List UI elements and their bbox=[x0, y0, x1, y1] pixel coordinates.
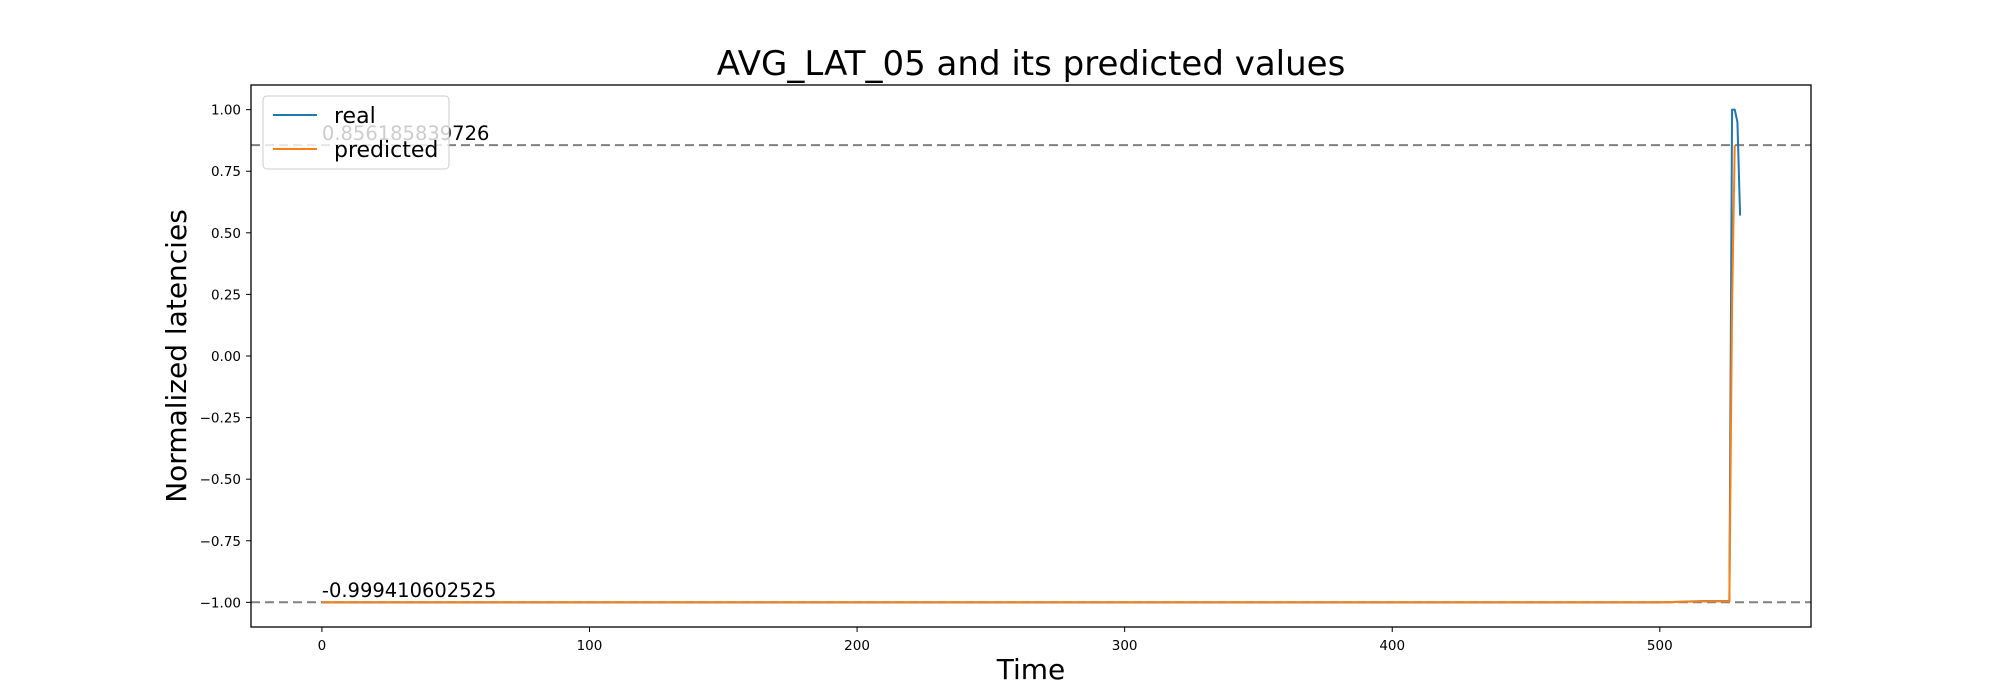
y-axis: 1.00 0.75 0.50 0.25 0.00 −0.25 −0.50 −0.75 −1.00 bbox=[200, 103, 251, 611]
y-tick-label: −0.75 bbox=[200, 534, 241, 550]
legend-label-predicted: predicted bbox=[334, 138, 438, 163]
reference-label-1: -0.999410602525 bbox=[322, 579, 497, 602]
y-tick-label: 0.25 bbox=[211, 287, 241, 303]
series-line-predicted bbox=[321, 145, 1736, 604]
y-tick-label: −0.25 bbox=[200, 411, 241, 427]
y-tick-label: −0.50 bbox=[200, 472, 241, 488]
legend-label-real: real bbox=[334, 104, 376, 129]
legend: real predicted bbox=[262, 95, 450, 170]
x-tick-label: 0 bbox=[318, 638, 327, 654]
x-tick-label: 400 bbox=[1379, 638, 1405, 654]
y-tick-label: 1.00 bbox=[211, 103, 241, 119]
y-tick-label: 0.75 bbox=[211, 164, 241, 180]
x-tick-label: 100 bbox=[577, 638, 603, 654]
chart-title: AVG_LAT_05 and its predicted values bbox=[717, 44, 1346, 84]
x-axis-label: Time bbox=[996, 653, 1066, 686]
x-tick-label: 300 bbox=[1112, 638, 1138, 654]
y-axis-label: Normalized latencies bbox=[160, 209, 193, 503]
y-tick-label: 0.50 bbox=[211, 226, 241, 242]
x-tick-label: 200 bbox=[844, 638, 870, 654]
y-tick-label: 0.00 bbox=[211, 349, 241, 365]
x-tick-label: 500 bbox=[1647, 638, 1673, 654]
y-tick-label: −1.00 bbox=[200, 595, 241, 611]
x-axis: 0 100 200 300 400 500 bbox=[318, 627, 1673, 654]
